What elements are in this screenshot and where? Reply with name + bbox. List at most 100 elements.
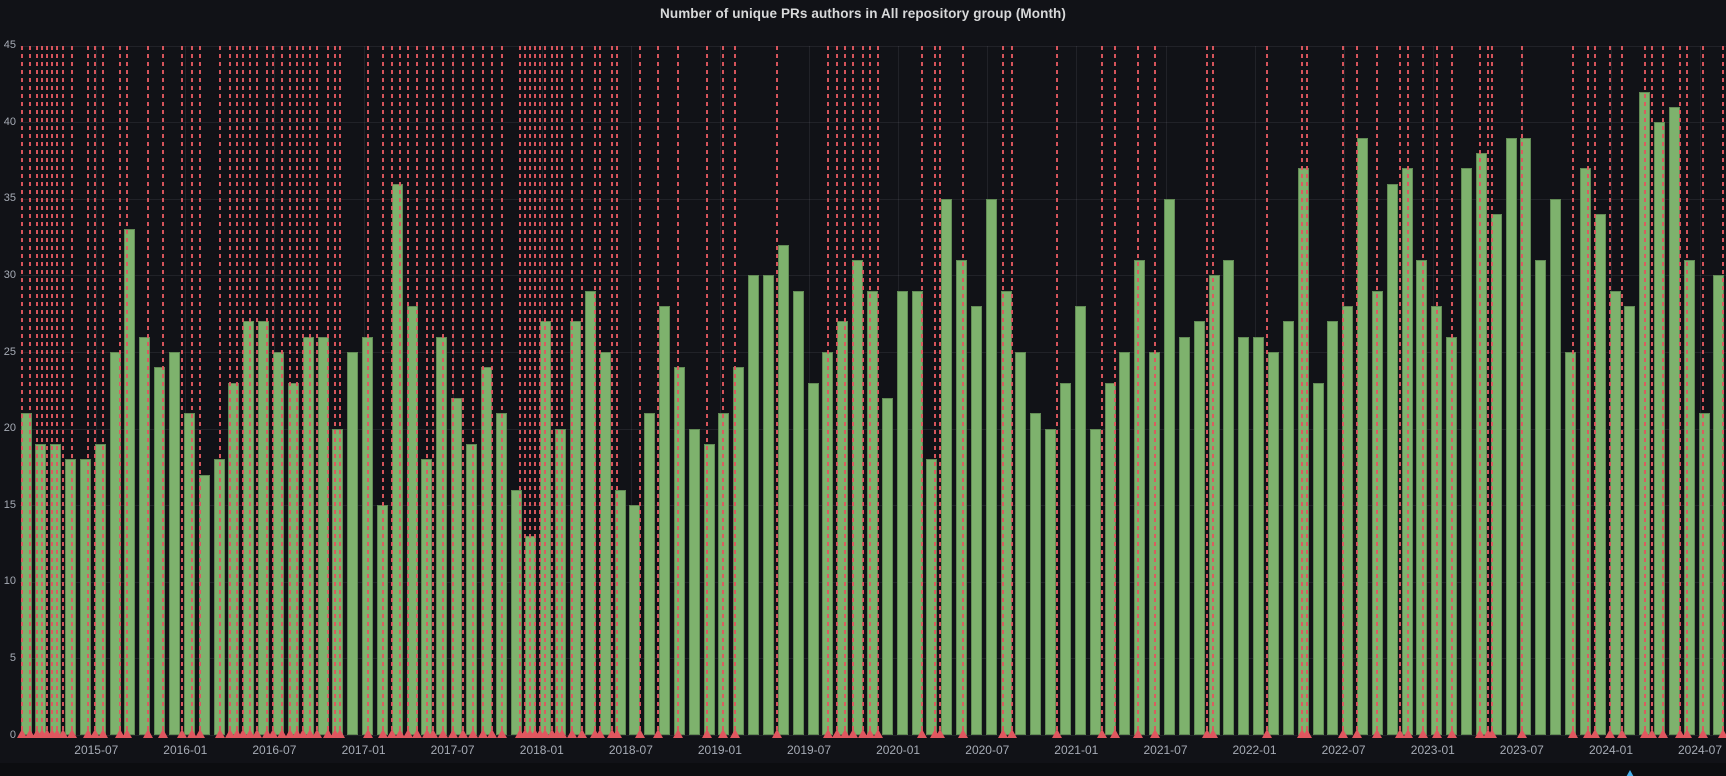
annotation-triangle-icon[interactable] (566, 729, 577, 738)
annotation-triangle-icon[interactable] (97, 729, 108, 738)
annotation-line[interactable] (519, 46, 521, 735)
annotation-line[interactable] (407, 46, 409, 735)
annotation-triangle-icon[interactable] (1657, 729, 1668, 738)
annotation-line[interactable] (87, 46, 89, 735)
annotation-line[interactable] (561, 46, 563, 735)
annotation-triangle-icon[interactable] (872, 729, 883, 738)
annotation-triangle-icon[interactable] (1589, 729, 1600, 738)
bar-2019-05[interactable] (777, 244, 789, 735)
annotation-triangle-icon[interactable] (539, 729, 550, 738)
annotation-triangle-icon[interactable] (1717, 729, 1726, 738)
annotation-line[interactable] (524, 46, 526, 735)
annotation-line[interactable] (339, 46, 341, 735)
bar-2017-06[interactable] (436, 336, 448, 735)
bar-2015-06[interactable] (79, 459, 91, 735)
annotation-line[interactable] (1212, 46, 1214, 735)
annotation-triangle-icon[interactable] (304, 729, 315, 738)
annotation-triangle-icon[interactable] (771, 729, 782, 738)
bar-2016-08[interactable] (287, 382, 299, 735)
bar-2016-01[interactable] (183, 413, 195, 735)
annotation-triangle-icon[interactable] (1132, 729, 1143, 738)
annotation-triangle-icon[interactable] (176, 729, 187, 738)
bar-2015-08[interactable] (109, 352, 121, 735)
bar-2022-02[interactable] (1267, 352, 1279, 735)
annotation-triangle-icon[interactable] (322, 729, 333, 738)
annotation-triangle-icon[interactable] (334, 729, 345, 738)
bar-2018-05[interactable] (599, 352, 611, 735)
annotation-line[interactable] (836, 46, 838, 735)
annotation-line[interactable] (1206, 46, 1208, 735)
annotation-triangle-icon[interactable] (1402, 729, 1413, 738)
bar-2018-12[interactable] (703, 443, 715, 735)
bar-2018-03[interactable] (569, 321, 581, 735)
bar-2017-08[interactable] (466, 443, 477, 735)
bar-2017-11[interactable] (510, 489, 522, 735)
annotation-triangle-icon[interactable] (16, 729, 27, 738)
annotation-triangle-icon[interactable] (1149, 729, 1160, 738)
annotation-triangle-icon[interactable] (1051, 729, 1062, 738)
bar-2020-04[interactable] (941, 198, 953, 735)
annotation-triangle-icon[interactable] (1207, 729, 1218, 738)
annotation-triangle-icon[interactable] (377, 729, 388, 738)
bar-2021-01[interactable] (1074, 306, 1086, 735)
bar-2022-03[interactable] (1282, 321, 1294, 735)
annotation-line[interactable] (551, 46, 553, 735)
annotation-triangle-icon[interactable] (1486, 729, 1497, 738)
bar-2016-10[interactable] (317, 336, 329, 735)
annotation-line[interactable] (1451, 46, 1453, 735)
annotation-triangle-icon[interactable] (652, 729, 663, 738)
annotation-triangle-icon[interactable] (261, 729, 272, 738)
annotation-line[interactable] (862, 46, 864, 735)
annotation-line[interactable] (1407, 46, 1409, 735)
annotation-line[interactable] (327, 46, 329, 735)
bar-2017-03[interactable] (391, 183, 403, 735)
annotation-triangle-icon[interactable] (957, 729, 968, 738)
annotation-triangle-icon[interactable] (1006, 729, 1017, 738)
bar-2022-08[interactable] (1357, 137, 1368, 735)
annotation-triangle-icon[interactable] (822, 729, 833, 738)
annotation-triangle-icon[interactable] (291, 729, 302, 738)
bar-2019-09[interactable] (837, 321, 849, 735)
bar-2024-01[interactable] (1609, 290, 1621, 735)
bar-2019-06[interactable] (792, 290, 804, 735)
annotation-line[interactable] (734, 46, 736, 735)
bar-2015-03[interactable] (35, 443, 47, 735)
annotation-triangle-icon[interactable] (244, 729, 255, 738)
bar-2023-05[interactable] (1490, 214, 1502, 735)
bar-2023-11[interactable] (1579, 168, 1591, 735)
bar-2019-12[interactable] (881, 398, 893, 735)
annotation-line[interactable] (1356, 46, 1358, 735)
annotation-line[interactable] (677, 46, 679, 735)
annotation-line[interactable] (639, 46, 641, 735)
annotation-triangle-icon[interactable] (1681, 729, 1692, 738)
bar-2022-07[interactable] (1342, 306, 1354, 735)
bar-2024-04[interactable] (1654, 122, 1665, 735)
bar-2016-02[interactable] (198, 474, 210, 735)
bar-2020-12[interactable] (1060, 382, 1071, 735)
annotation-line[interactable] (119, 46, 121, 735)
bar-2016-07[interactable] (272, 352, 284, 735)
annotation-line[interactable] (199, 46, 201, 735)
annotation-line[interactable] (102, 46, 104, 735)
annotation-line[interactable] (266, 46, 268, 735)
annotation-line[interactable] (219, 46, 221, 735)
bar-2023-08[interactable] (1535, 260, 1547, 735)
annotation-line[interactable] (472, 46, 474, 735)
annotation-line[interactable] (1686, 46, 1688, 735)
annotation-triangle-icon[interactable] (1474, 729, 1485, 738)
annotation-triangle-icon[interactable] (231, 729, 242, 738)
annotation-line[interactable] (1002, 46, 1004, 735)
bar-2018-06[interactable] (614, 489, 626, 735)
annotation-line[interactable] (1679, 46, 1681, 735)
bar-2016-06[interactable] (258, 321, 270, 735)
annotation-line[interactable] (827, 46, 829, 735)
bar-2022-04[interactable] (1297, 168, 1309, 735)
bar-2015-02[interactable] (20, 413, 32, 735)
annotation-triangle-icon[interactable] (556, 729, 567, 738)
annotation-triangle-icon[interactable] (1096, 729, 1107, 738)
annotation-line[interactable] (616, 46, 618, 735)
annotation-line[interactable] (611, 46, 613, 735)
bar-2019-03[interactable] (748, 275, 760, 735)
annotation-line[interactable] (1114, 46, 1116, 735)
annotation-line[interactable] (482, 46, 484, 735)
